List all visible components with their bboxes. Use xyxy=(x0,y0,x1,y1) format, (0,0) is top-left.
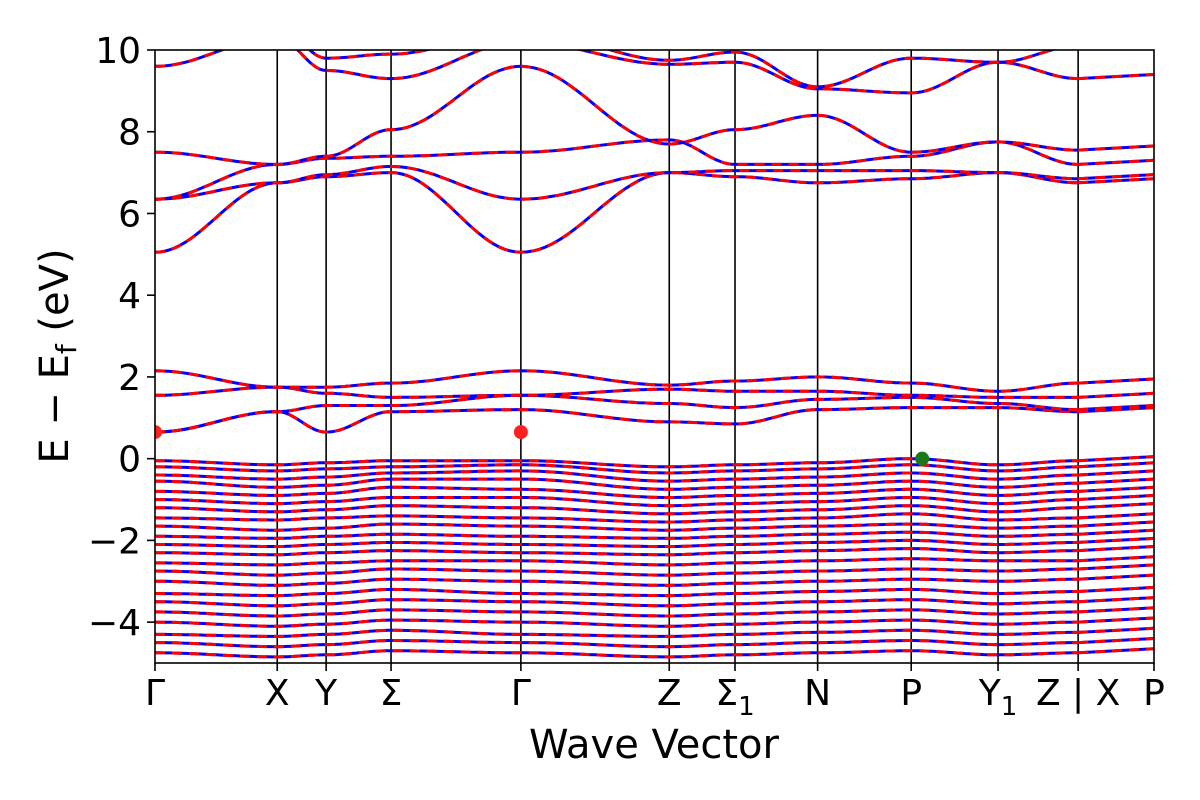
band-line xyxy=(1078,647,1154,655)
band-line xyxy=(155,530,1079,540)
band-line xyxy=(155,512,1079,524)
band-line xyxy=(155,522,1079,532)
band-line xyxy=(1078,377,1154,385)
band-line xyxy=(1078,573,1154,581)
plot-frame xyxy=(154,49,1155,664)
x-tick-label: Y1 xyxy=(978,673,1018,722)
band-line xyxy=(1078,626,1154,634)
band-line xyxy=(1078,404,1154,412)
band-line xyxy=(155,485,1079,499)
band-line xyxy=(1078,173,1154,181)
x-axis-label: Wave Vector xyxy=(529,722,780,768)
y-axis-label-unit: (eV) xyxy=(32,248,78,344)
x-axis-ticks: Γ X Y Σ Γ Z Σ1 N P Y1 Z | X P xyxy=(145,663,1165,722)
band-lines xyxy=(155,42,1154,659)
band-line xyxy=(1078,493,1154,501)
band-line xyxy=(1078,177,1154,185)
band-line xyxy=(1078,637,1154,645)
band-line xyxy=(1078,512,1154,520)
band-line xyxy=(1078,455,1154,463)
band-line xyxy=(155,577,1079,587)
band-line xyxy=(1078,596,1154,604)
y-axis-label-main: E − E xyxy=(32,354,78,464)
band-line xyxy=(1078,42,1154,46)
y-tick-label: 6 xyxy=(118,194,141,235)
band-line xyxy=(1078,585,1154,593)
x-tick-label: N xyxy=(804,673,831,714)
band-line xyxy=(155,608,1079,618)
band-line xyxy=(1078,606,1154,614)
band-line xyxy=(1078,144,1154,152)
band-line xyxy=(1078,158,1154,166)
band-line xyxy=(155,639,1079,649)
band-line xyxy=(1078,555,1154,563)
y-tick-label: 4 xyxy=(118,276,141,317)
band-line xyxy=(155,393,1079,434)
band-line xyxy=(1078,616,1154,624)
x-tick-label: Z xyxy=(657,673,682,714)
extremum-marker xyxy=(915,451,930,466)
y-axis-label-subscript: f xyxy=(50,343,83,354)
band-line xyxy=(155,477,1079,491)
band-line xyxy=(1078,563,1154,571)
extremum-marker xyxy=(513,425,528,440)
band-line xyxy=(155,557,1079,567)
y-tick-label: 2 xyxy=(118,358,141,399)
band-line xyxy=(155,618,1079,628)
band-line xyxy=(1078,391,1154,399)
x-tick-label: Γ xyxy=(145,673,165,714)
x-tick-label: X xyxy=(265,673,290,714)
band-line xyxy=(1078,545,1154,553)
y-tick-label: 0 xyxy=(118,440,141,481)
band-line xyxy=(155,538,1079,548)
band-line xyxy=(155,628,1079,638)
y-axis-ticks: −4 −2 0 2 4 6 8 10 xyxy=(88,31,155,644)
extrema-markers xyxy=(155,425,930,466)
band-line xyxy=(155,64,1079,166)
band-line xyxy=(1078,536,1154,544)
band-line xyxy=(1078,502,1154,510)
band-line xyxy=(155,469,1079,483)
band-line xyxy=(155,369,1079,393)
x-tick-label: Σ xyxy=(380,673,403,714)
y-axis-label: E − Ef (eV) xyxy=(32,248,83,463)
band-line xyxy=(155,649,1079,659)
band-line xyxy=(155,496,1079,508)
band-line xyxy=(155,463,1079,475)
band-line xyxy=(1078,42,1154,46)
band-line xyxy=(155,165,1079,201)
extremum-marker xyxy=(155,425,162,440)
band-line xyxy=(155,598,1079,608)
band-line xyxy=(155,457,1079,469)
y-tick-label: 8 xyxy=(118,113,141,154)
band-line xyxy=(155,567,1079,577)
band-line xyxy=(307,50,1058,89)
band-line xyxy=(1078,461,1154,469)
band-line xyxy=(155,587,1079,598)
band-line xyxy=(1078,477,1154,485)
x-tick-label: Z | X xyxy=(1036,673,1120,714)
band-line xyxy=(1078,406,1154,414)
band-line xyxy=(1078,73,1154,81)
y-tick-label: −4 xyxy=(88,603,141,644)
x-tick-label: P xyxy=(1143,673,1165,714)
x-tick-label: Γ xyxy=(511,673,531,714)
band-line xyxy=(155,385,1079,399)
x-tick-label: Σ1 xyxy=(715,673,754,722)
band-line xyxy=(155,50,1079,95)
y-tick-label: 10 xyxy=(95,31,141,72)
band-line xyxy=(1078,469,1154,477)
band-line xyxy=(155,406,1079,434)
x-tick-label-subscript: 1 xyxy=(738,692,755,722)
y-tick-label: −2 xyxy=(88,521,141,562)
band-line xyxy=(1078,485,1154,493)
band-line xyxy=(1078,520,1154,528)
band-line xyxy=(155,504,1079,516)
x-tick-label-subscript: 1 xyxy=(1001,692,1018,722)
band-line xyxy=(155,547,1079,557)
x-tick-label: P xyxy=(900,673,922,714)
band-line xyxy=(1078,528,1154,536)
x-tick-label: Y xyxy=(314,673,338,714)
